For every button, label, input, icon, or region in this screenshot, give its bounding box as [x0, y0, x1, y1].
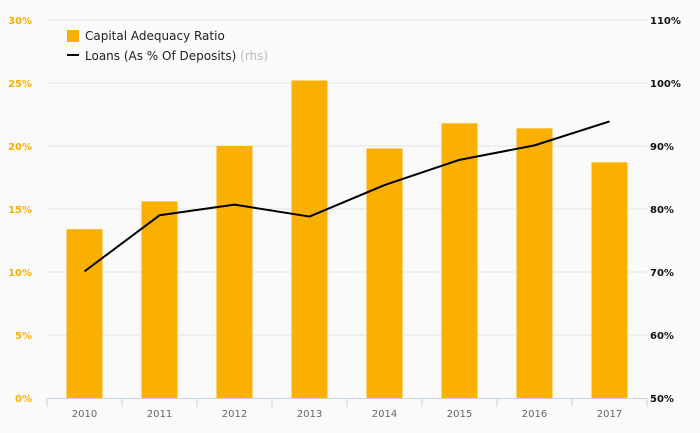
x-tick-label: 2016	[522, 409, 547, 420]
x-tick-label: 2014	[372, 409, 397, 420]
x-tick-label: 2010	[72, 409, 97, 420]
left-tick-label: 0%	[15, 394, 32, 405]
bar-2017	[591, 162, 628, 398]
right-tick-label: 70%	[650, 268, 674, 279]
legend-swatch-bar	[67, 30, 79, 42]
left-tick-label: 30%	[8, 16, 32, 27]
bars	[66, 80, 628, 399]
gridlines	[47, 19, 647, 336]
legend-label-bar: Capital Adequacy Ratio	[85, 29, 225, 43]
legend-swatch-line	[67, 54, 79, 56]
left-tick-label: 25%	[8, 79, 32, 90]
bar-2011	[141, 201, 178, 398]
bar-2012	[216, 146, 253, 398]
right-tick-label: 100%	[650, 79, 681, 90]
right-tick-label: 90%	[650, 142, 674, 153]
x-tick-label: 2013	[297, 409, 322, 420]
left-tick-label: 15%	[8, 205, 32, 216]
bar-2016	[516, 128, 553, 399]
right-tick-label: 60%	[650, 331, 674, 342]
x-tick-label: 2012	[222, 409, 247, 420]
legend: Capital Adequacy Ratio Loans (As % Of De…	[67, 29, 268, 63]
axes: 0% 5% 10% 15% 20% 25% 30% 50% 60% 70% 80% 90% 100% 11…	[8, 16, 681, 420]
left-tick-label: 20%	[8, 142, 32, 153]
left-tick-label: 10%	[8, 268, 32, 279]
x-tick-label: 2017	[597, 409, 622, 420]
legend-label-line: Loans (As % Of Deposits) (rhs)	[85, 49, 268, 63]
left-tick-label: 5%	[15, 331, 32, 342]
x-tick-label: 2015	[447, 409, 472, 420]
legend-rhs: (rhs)	[240, 49, 268, 63]
x-tick-label: 2011	[147, 409, 172, 420]
right-tick-label: 80%	[650, 205, 674, 216]
loans-line	[83, 120, 610, 273]
bar-2010	[66, 229, 103, 398]
bar-2015	[441, 123, 478, 398]
right-tick-label: 50%	[650, 394, 674, 405]
line-series	[83, 120, 610, 273]
right-tick-label: 110%	[650, 16, 681, 27]
legend-line-name: Loans (As % Of Deposits)	[85, 49, 236, 63]
bar-2013	[291, 80, 328, 398]
